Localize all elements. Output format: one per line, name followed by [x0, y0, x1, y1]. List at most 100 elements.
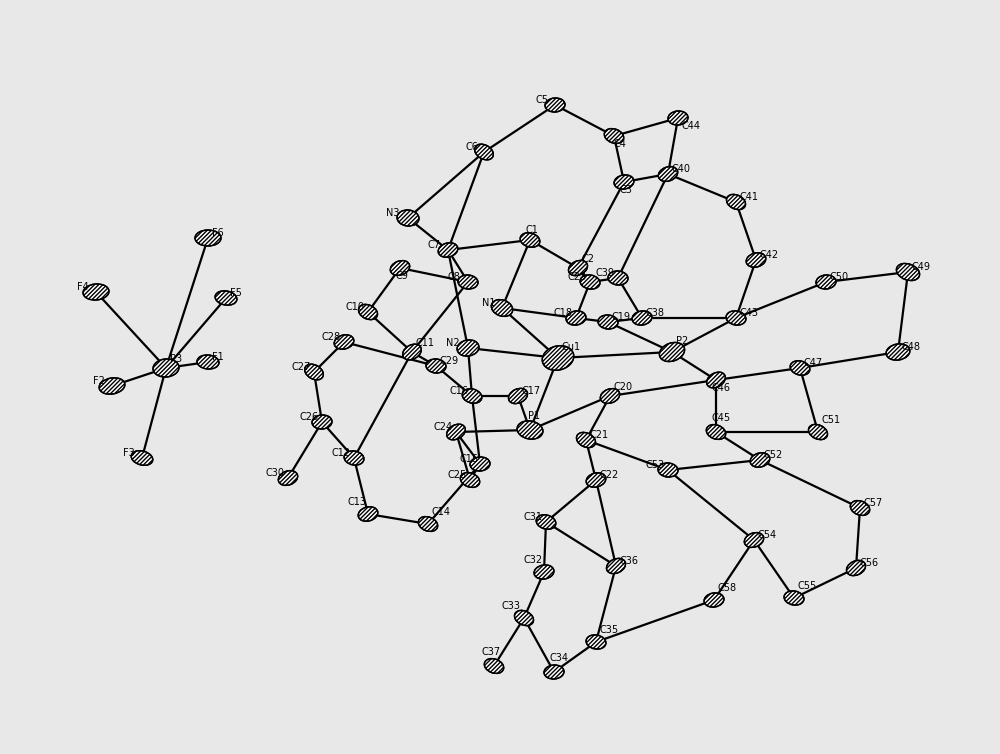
Ellipse shape: [726, 195, 746, 210]
Ellipse shape: [131, 451, 153, 465]
Ellipse shape: [438, 243, 458, 257]
Ellipse shape: [426, 359, 446, 373]
Text: C44: C44: [682, 121, 701, 131]
Text: C10: C10: [345, 302, 364, 312]
Ellipse shape: [312, 415, 332, 429]
Text: C56: C56: [860, 558, 879, 568]
Ellipse shape: [614, 175, 634, 189]
Ellipse shape: [808, 425, 828, 440]
Ellipse shape: [746, 253, 766, 267]
Ellipse shape: [598, 315, 618, 329]
Text: F2: F2: [93, 376, 105, 386]
Text: C14: C14: [432, 507, 451, 517]
Ellipse shape: [658, 463, 678, 477]
Text: C5: C5: [536, 95, 549, 105]
Ellipse shape: [606, 559, 626, 574]
Text: C15: C15: [460, 454, 479, 464]
Ellipse shape: [886, 344, 910, 360]
Text: C23: C23: [567, 272, 586, 282]
Ellipse shape: [586, 635, 606, 649]
Text: C33: C33: [502, 601, 521, 611]
Text: C26: C26: [299, 412, 318, 422]
Text: F1: F1: [212, 352, 224, 362]
Ellipse shape: [846, 560, 866, 575]
Ellipse shape: [542, 345, 574, 370]
Text: C13: C13: [348, 497, 367, 507]
Ellipse shape: [744, 532, 764, 547]
Ellipse shape: [600, 388, 620, 403]
Ellipse shape: [334, 335, 354, 349]
Ellipse shape: [576, 432, 596, 448]
Text: C31: C31: [523, 512, 542, 522]
Text: C1: C1: [526, 225, 539, 235]
Text: C40: C40: [672, 164, 691, 174]
Text: C27: C27: [291, 362, 310, 372]
Ellipse shape: [403, 344, 421, 360]
Text: C36: C36: [620, 556, 639, 566]
Ellipse shape: [586, 473, 606, 487]
Ellipse shape: [458, 275, 478, 289]
Ellipse shape: [83, 284, 109, 300]
Ellipse shape: [491, 299, 513, 317]
Text: C6: C6: [465, 142, 478, 152]
Ellipse shape: [508, 388, 528, 403]
Text: C3: C3: [620, 185, 633, 195]
Ellipse shape: [544, 665, 564, 679]
Ellipse shape: [153, 359, 179, 377]
Ellipse shape: [99, 378, 125, 394]
Ellipse shape: [358, 305, 378, 320]
Ellipse shape: [850, 501, 870, 516]
Ellipse shape: [707, 372, 725, 388]
Text: C12: C12: [332, 448, 351, 458]
Text: C9: C9: [396, 271, 409, 281]
Ellipse shape: [344, 451, 364, 465]
Text: C28: C28: [321, 332, 340, 342]
Text: N1: N1: [482, 298, 496, 308]
Text: N3: N3: [386, 208, 400, 218]
Ellipse shape: [278, 470, 298, 486]
Text: P3: P3: [170, 354, 182, 364]
Text: C16: C16: [450, 386, 469, 396]
Text: C45: C45: [712, 413, 731, 423]
Ellipse shape: [475, 144, 493, 160]
Text: C8: C8: [448, 272, 461, 282]
Ellipse shape: [706, 425, 726, 440]
Ellipse shape: [460, 473, 480, 487]
Ellipse shape: [896, 263, 920, 280]
Ellipse shape: [517, 421, 543, 439]
Ellipse shape: [632, 311, 652, 325]
Text: C24: C24: [433, 422, 452, 432]
Text: C32: C32: [524, 555, 543, 565]
Text: C25: C25: [447, 470, 466, 480]
Ellipse shape: [397, 210, 419, 226]
Text: C48: C48: [902, 342, 921, 352]
Text: C41: C41: [740, 192, 759, 202]
Text: C53: C53: [645, 460, 664, 470]
Ellipse shape: [536, 515, 556, 529]
Ellipse shape: [215, 291, 237, 305]
Text: C19: C19: [612, 312, 631, 322]
Text: C35: C35: [600, 625, 619, 635]
Text: C29: C29: [440, 356, 459, 366]
Ellipse shape: [545, 98, 565, 112]
Text: C21: C21: [590, 430, 609, 440]
Text: C52: C52: [764, 450, 783, 460]
Text: N2: N2: [446, 338, 460, 348]
Ellipse shape: [418, 516, 438, 532]
Ellipse shape: [566, 311, 586, 325]
Ellipse shape: [534, 565, 554, 579]
Text: C55: C55: [798, 581, 817, 591]
Text: C7: C7: [428, 240, 441, 250]
Ellipse shape: [484, 658, 504, 673]
Text: C46: C46: [712, 383, 731, 393]
Ellipse shape: [790, 360, 810, 375]
Text: C39: C39: [595, 268, 614, 278]
Text: F3: F3: [123, 448, 135, 458]
Ellipse shape: [195, 230, 221, 246]
Ellipse shape: [608, 271, 628, 285]
Ellipse shape: [305, 364, 323, 380]
Text: C43: C43: [740, 308, 759, 318]
Text: C47: C47: [804, 358, 823, 368]
Ellipse shape: [358, 507, 378, 521]
Ellipse shape: [457, 340, 479, 356]
